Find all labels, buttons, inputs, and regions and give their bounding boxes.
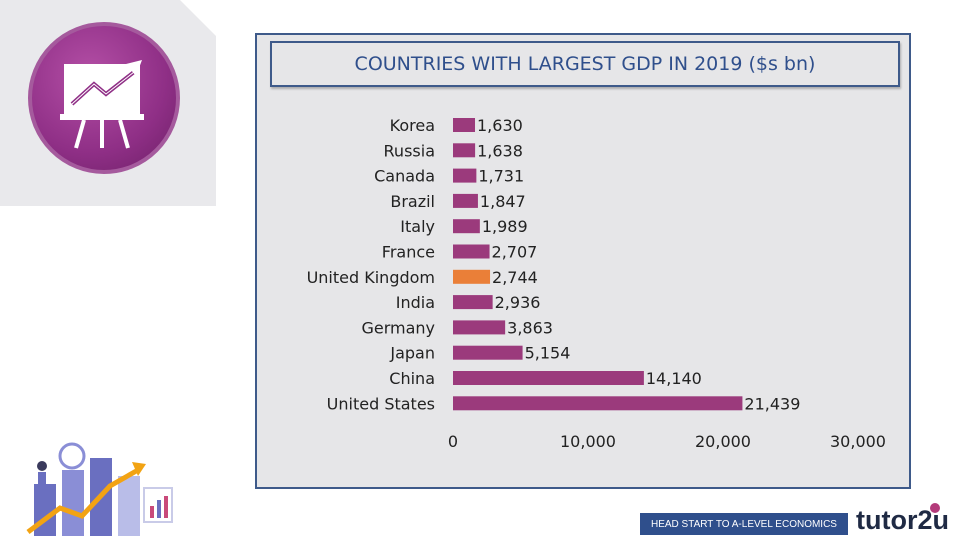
bar bbox=[453, 371, 644, 385]
bar bbox=[453, 118, 476, 132]
value-label: 14,140 bbox=[646, 369, 702, 388]
category-label: China bbox=[389, 369, 435, 388]
category-label: Japan bbox=[389, 344, 435, 363]
bar bbox=[453, 345, 523, 360]
value-label: 3,863 bbox=[507, 318, 553, 337]
value-label: 2,936 bbox=[495, 293, 541, 312]
x-tick-label: 10,000 bbox=[560, 432, 616, 451]
value-label: 1,630 bbox=[477, 116, 523, 135]
category-label: Russia bbox=[384, 141, 435, 160]
bar bbox=[453, 396, 743, 411]
category-label: Korea bbox=[390, 116, 435, 135]
value-label: 21,439 bbox=[744, 394, 800, 413]
category-label: Germany bbox=[361, 318, 435, 337]
bar bbox=[453, 320, 506, 335]
category-label: Canada bbox=[374, 167, 435, 186]
x-tick-label: 0 bbox=[448, 432, 458, 451]
value-label: 2,744 bbox=[492, 268, 538, 287]
category-label: United States bbox=[327, 394, 435, 413]
category-label: India bbox=[396, 293, 435, 312]
bar bbox=[453, 219, 480, 234]
value-label: 1,731 bbox=[478, 167, 524, 186]
bar bbox=[453, 269, 491, 284]
tagline-strip: HEAD START TO A-LEVEL ECONOMICS bbox=[640, 513, 848, 535]
chart-panel bbox=[255, 33, 911, 489]
x-tick-label: 30,000 bbox=[830, 432, 886, 451]
category-label: Italy bbox=[400, 217, 435, 236]
value-label: 1,989 bbox=[482, 217, 528, 236]
bar bbox=[453, 295, 493, 310]
value-label: 1,638 bbox=[477, 141, 523, 160]
value-label: 2,707 bbox=[492, 243, 538, 262]
chart-title: COUNTRIES WITH LARGEST GDP IN 2019 ($s b… bbox=[270, 41, 900, 87]
category-label: France bbox=[382, 243, 435, 262]
value-label: 5,154 bbox=[525, 344, 571, 363]
bar bbox=[453, 168, 477, 183]
value-label: 1,847 bbox=[480, 192, 526, 211]
bar bbox=[453, 193, 478, 208]
x-tick-label: 20,000 bbox=[695, 432, 751, 451]
category-label: United Kingdom bbox=[307, 268, 435, 287]
growth-illustration-icon bbox=[26, 442, 173, 536]
brand-flower-icon bbox=[930, 503, 940, 513]
presentation-chart-icon bbox=[28, 22, 180, 174]
bar bbox=[453, 244, 490, 259]
category-label: Brazil bbox=[390, 192, 435, 211]
bar bbox=[453, 143, 476, 158]
